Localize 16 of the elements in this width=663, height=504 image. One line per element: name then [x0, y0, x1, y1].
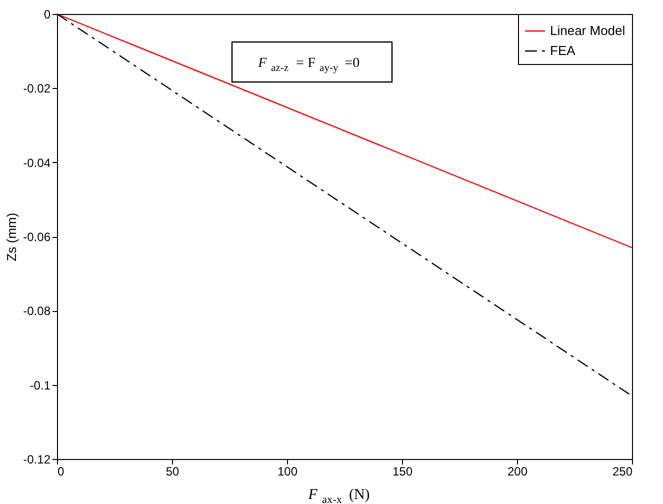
x-tick-label: 100 [277, 464, 298, 478]
y-tick-label: 0 [44, 8, 51, 22]
legend-label: Linear Model [550, 23, 626, 38]
legend-label: FEA [550, 43, 576, 58]
y-axis-title: Zs (mm) [4, 212, 20, 262]
x-tick-label: 250 [612, 464, 633, 478]
y-tick-label: -0.12 [23, 452, 51, 466]
x-tick-label: 150 [392, 464, 413, 478]
y-tick-label: -0.02 [23, 82, 51, 96]
y-tick-label: -0.06 [23, 230, 51, 244]
y-tick-label: -0.04 [23, 156, 51, 170]
x-tick-label: 200 [507, 464, 528, 478]
y-tick-label: -0.08 [23, 304, 51, 318]
x-tick-label: 0 [58, 464, 64, 478]
y-tick-label: -0.1 [30, 378, 51, 392]
x-tick-label: 50 [166, 464, 180, 478]
